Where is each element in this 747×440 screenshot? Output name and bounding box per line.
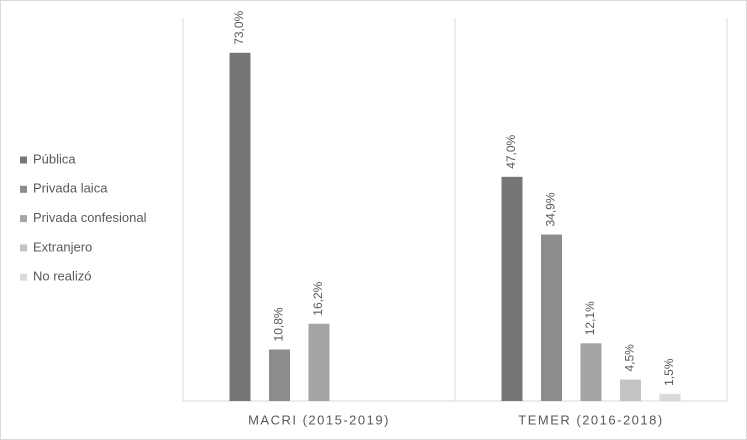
value-label: 34,9% (544, 192, 558, 226)
x-tick-label: TEMER (2016-2018) (518, 412, 663, 427)
bar (541, 234, 562, 401)
bar (580, 343, 602, 401)
bar (620, 379, 641, 401)
legend-swatch (20, 273, 27, 281)
value-label: 12,1% (583, 301, 597, 335)
legend-label: Extranjero (33, 239, 92, 254)
legend-swatch (20, 215, 27, 223)
bar (501, 176, 523, 401)
legend-label: No realizó (33, 269, 92, 284)
legend-label: Privada laica (33, 181, 108, 196)
bar (659, 393, 681, 401)
legend-label: Privada confesional (33, 210, 147, 225)
legend-swatch (20, 185, 27, 193)
x-tick-label: MACRI (2015-2019) (248, 412, 390, 427)
legend-label: Pública (33, 151, 76, 166)
value-label: 73,0% (232, 10, 246, 44)
legend-swatch (20, 244, 27, 252)
value-label: 47,0% (504, 134, 518, 168)
bar (308, 323, 330, 401)
bar (229, 52, 251, 401)
value-label: 1,5% (662, 358, 676, 386)
value-label: 10,8% (272, 307, 286, 341)
value-label: 16,2% (311, 281, 325, 315)
bar (269, 349, 290, 401)
value-label: 4,5% (623, 344, 637, 372)
legend-swatch (20, 156, 27, 164)
